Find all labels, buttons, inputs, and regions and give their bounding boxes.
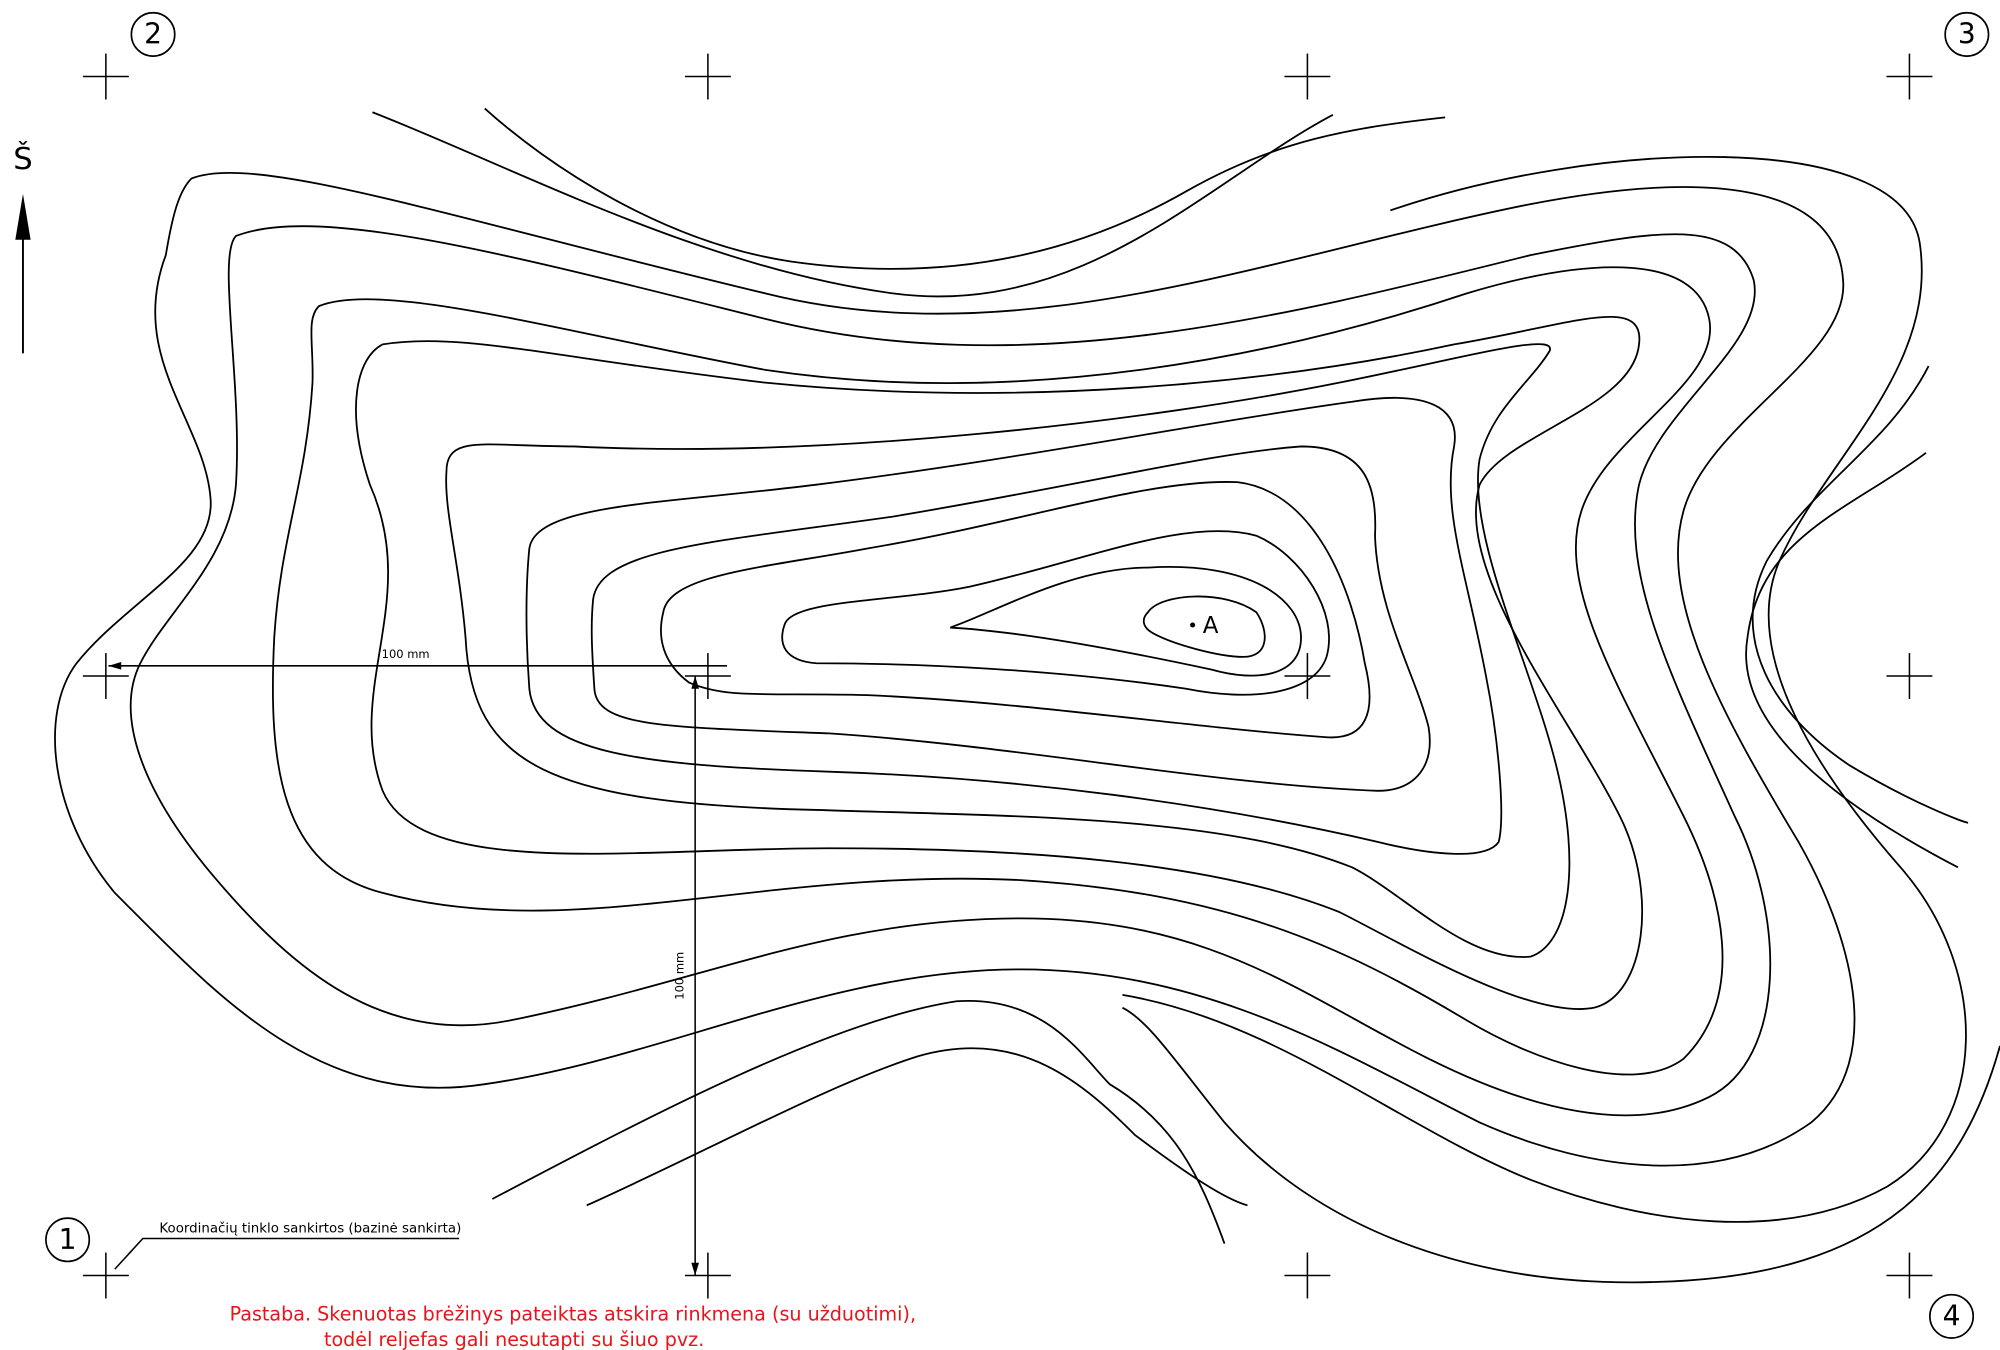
dimension-label: 100 mm bbox=[672, 952, 686, 1000]
grid-number: 4 bbox=[1943, 1300, 1961, 1333]
dimension-lines bbox=[108, 665, 728, 1276]
dimension-arrow bbox=[691, 1262, 699, 1276]
note-line: Pastaba. Skenuotas brėžinys pateiktas at… bbox=[230, 1303, 916, 1326]
grid-number: 3 bbox=[1958, 18, 1976, 51]
grid-number-circle bbox=[1944, 11, 1990, 57]
grid-number-circle bbox=[130, 11, 176, 57]
point-label: A bbox=[1203, 613, 1219, 639]
grid-number-circle bbox=[1929, 1293, 1975, 1339]
grid-number: 2 bbox=[144, 18, 162, 51]
grid-crosses bbox=[82, 53, 1933, 1299]
dimension-label: 100 mm bbox=[382, 647, 430, 661]
north-arrow-head bbox=[15, 193, 31, 240]
legend-text: Koordinačių tinklo sankirtos (bazinė san… bbox=[159, 1220, 461, 1236]
grid-number: 1 bbox=[59, 1223, 77, 1256]
point-marker bbox=[1190, 622, 1196, 628]
contour-lines bbox=[54, 107, 2000, 1284]
grid-number-circle bbox=[45, 1217, 91, 1263]
legend-leader bbox=[114, 1237, 460, 1270]
dimension-arrow bbox=[108, 661, 122, 670]
north-label: Š bbox=[13, 140, 32, 177]
note-line: todėl reljefas gali nesutapti su šiuo pv… bbox=[324, 1328, 704, 1350]
dimension-arrow bbox=[691, 676, 699, 689]
